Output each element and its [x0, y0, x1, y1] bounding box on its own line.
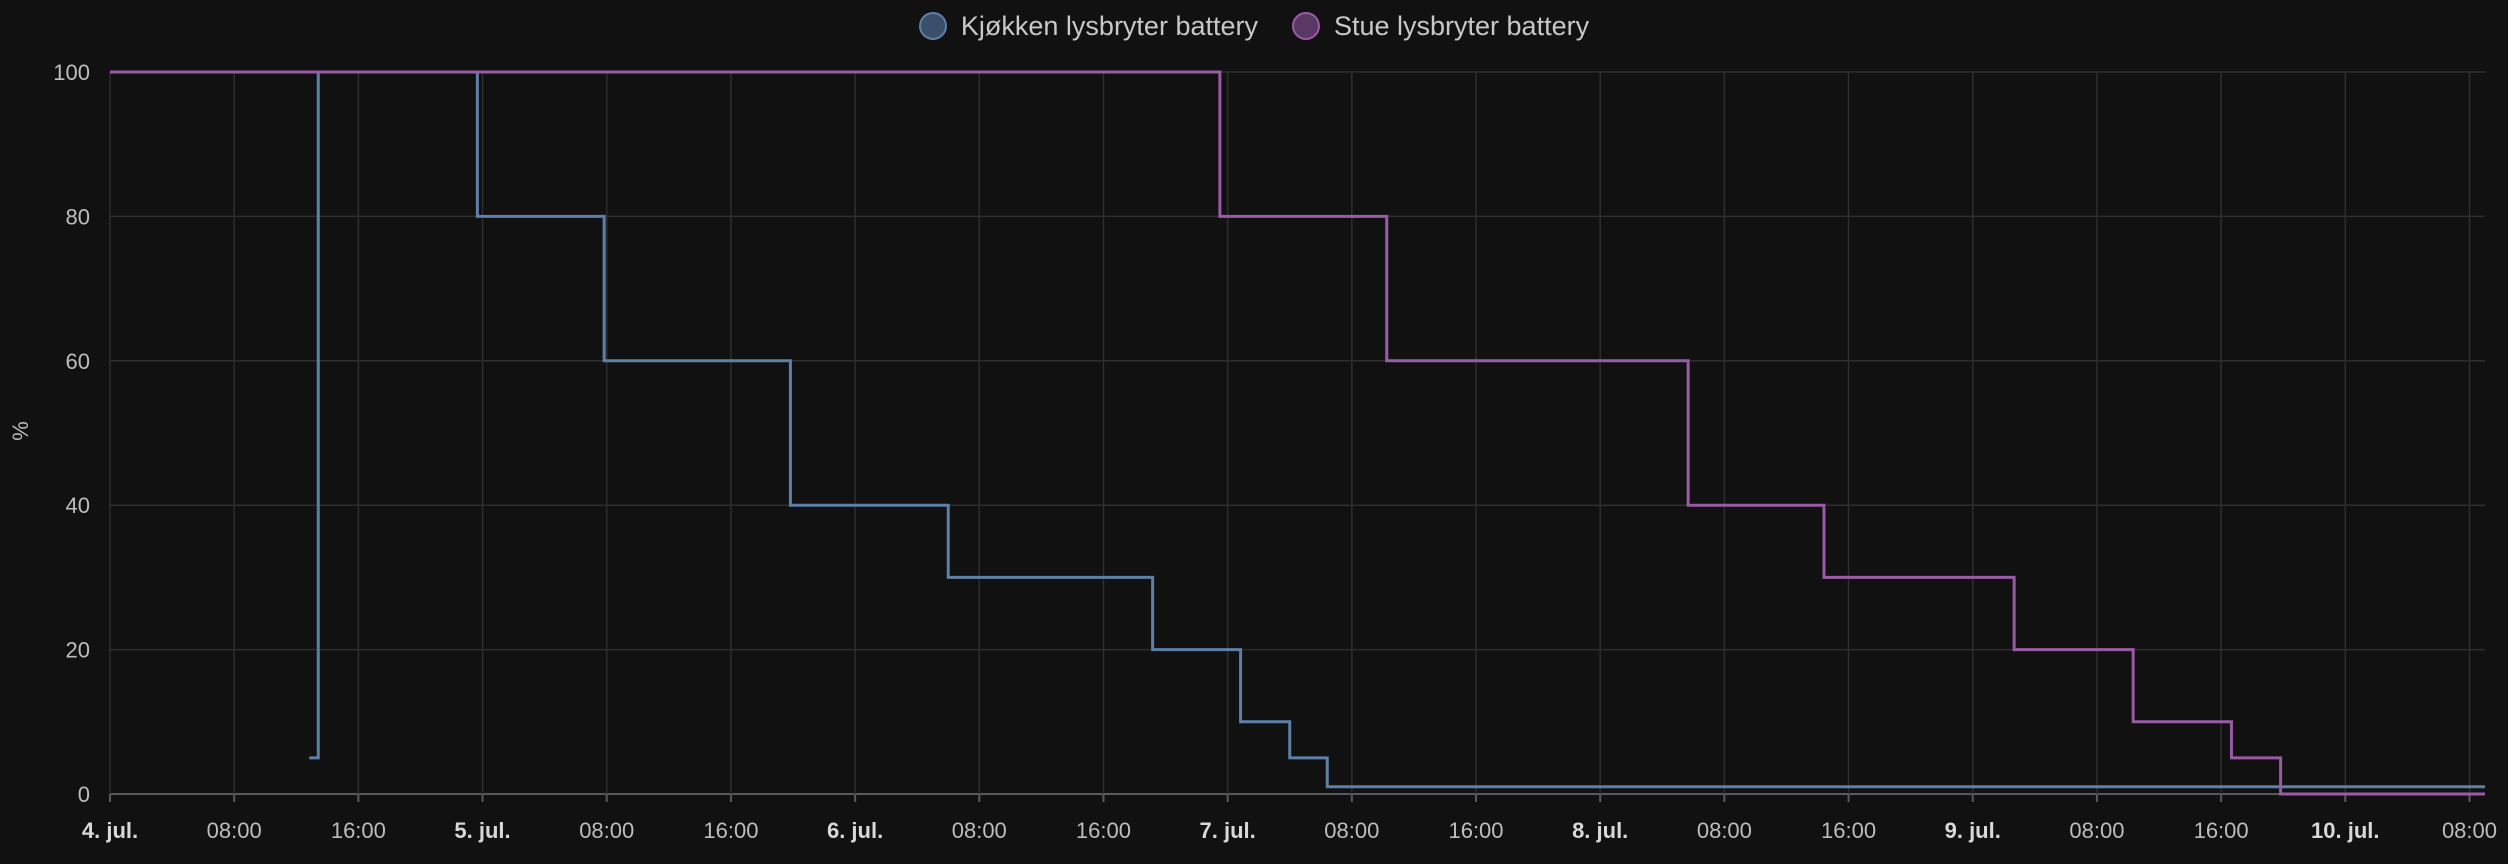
legend-label-kjokken: Kjøkken lysbryter battery	[960, 10, 1258, 41]
legend-label-stue: Stue lysbryter battery	[1333, 10, 1590, 41]
legend-swatch-stue-icon	[1291, 12, 1320, 40]
legend-item-stue[interactable]: Stue lysbryter battery	[1291, 10, 1590, 42]
x-tick-label: 7. jul.	[1200, 818, 1256, 843]
chart-legend: Kjøkken lysbryter battery Stue lysbryter…	[0, 0, 2508, 52]
x-tick-label: 16:00	[2194, 818, 2249, 843]
y-tick-label: 40	[66, 493, 90, 518]
x-tick-label: 08:00	[1697, 818, 1752, 843]
x-tick-label: 16:00	[703, 818, 758, 843]
series-lines	[110, 70, 2485, 796]
x-tick-label: 16:00	[1448, 818, 1503, 843]
x-tick-label: 08:00	[2069, 818, 2124, 843]
x-tick-label: 08:00	[952, 818, 1007, 843]
legend-item-kjokken[interactable]: Kjøkken lysbryter battery	[918, 10, 1258, 42]
axes: 0 20 40 60 80 100 4. jul. 08:00 16:00 5. jul. 08:0…	[53, 60, 2497, 843]
x-tick-label: 16:00	[331, 818, 386, 843]
y-axis-title: %	[8, 421, 33, 441]
x-tick-label: 08:00	[1324, 818, 1379, 843]
x-tick-label: 08:00	[207, 818, 262, 843]
x-tick-label: 08:00	[579, 818, 634, 843]
x-tick-label: 9. jul.	[1945, 818, 2001, 843]
series-line-1[interactable]	[110, 70, 2485, 796]
x-tick-label: 08:00	[2442, 818, 2497, 843]
legend-swatch-kjokken-icon	[918, 12, 947, 40]
x-tick-label: 16:00	[1821, 818, 1876, 843]
x-tick-label: 5. jul.	[454, 818, 510, 843]
x-tick-label: 6. jul.	[827, 818, 883, 843]
x-tick-label: 4. jul.	[82, 818, 138, 843]
x-tick-label: 16:00	[1076, 818, 1131, 843]
series-line-0[interactable]	[309, 70, 2485, 789]
y-tick-label: 80	[66, 204, 90, 229]
y-tick-label: 60	[66, 349, 90, 374]
y-tick-label: 20	[66, 638, 90, 663]
x-tick-label: 8. jul.	[1572, 818, 1628, 843]
y-tick-label: 100	[53, 60, 90, 85]
grid-lines	[109, 71, 2485, 795]
y-tick-label: 0	[78, 782, 90, 807]
x-tick-label: 10. jul.	[2311, 818, 2379, 843]
